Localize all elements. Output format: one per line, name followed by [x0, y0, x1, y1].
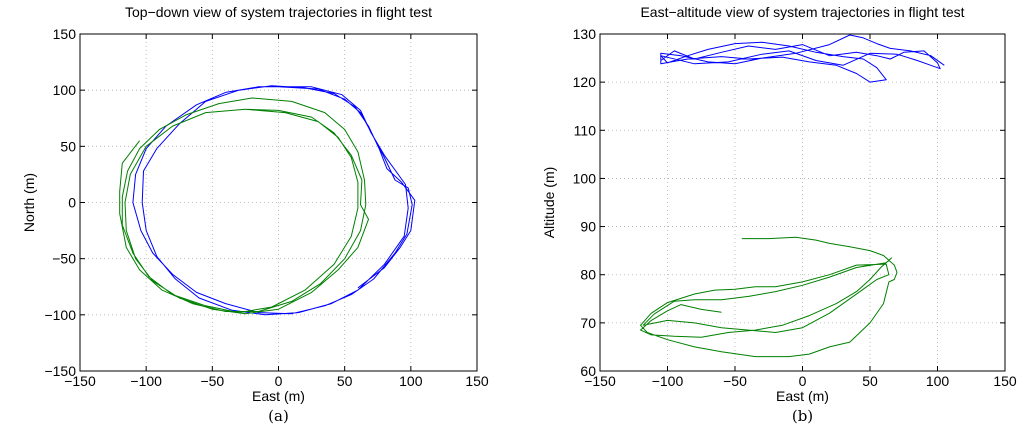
x-tick-label: −150 — [584, 373, 616, 389]
x-tick-label: 150 — [465, 373, 489, 389]
x-axis-label: East (m) — [776, 388, 829, 404]
series-line-2 — [640, 236, 898, 358]
series-line-2 — [119, 97, 369, 315]
x-axis-label: East (m) — [252, 388, 305, 404]
x-tick-label: 100 — [399, 373, 423, 389]
x-tick-label: −50 — [200, 373, 224, 389]
x-tick-label: −150 — [64, 373, 96, 389]
y-tick-label: 110 — [574, 122, 597, 138]
x-tick-label: −100 — [652, 373, 684, 389]
x-tick-label: 100 — [926, 373, 950, 389]
panel-caption: (a) — [268, 407, 289, 425]
y-tick-label: −50 — [52, 251, 76, 267]
y-tick-label: 100 — [53, 82, 77, 98]
y-tick-label: 130 — [573, 26, 597, 42]
y-tick-label: 150 — [53, 26, 77, 42]
chart-title: East−altitude view of system trajectorie… — [640, 4, 964, 20]
x-tick-label: 50 — [862, 373, 878, 389]
y-tick-label: 80 — [580, 267, 596, 283]
x-tick-label: 0 — [275, 373, 283, 389]
panel-a: −150 −100 −50 0 50 100 150 −150 −100 −50 0 50 100 150… — [21, 4, 489, 425]
y-tick-label: 60 — [580, 363, 596, 379]
panel-caption: (b) — [792, 407, 813, 425]
y-axis-label: North (m) — [21, 173, 37, 232]
y-tick-label: 0 — [68, 195, 76, 211]
chart-title: Top−down view of system trajectories in … — [125, 4, 432, 20]
y-axis-label: Altitude (m) — [541, 167, 557, 239]
series-line-1 — [660, 34, 945, 83]
y-tick-label: 50 — [60, 138, 76, 154]
y-tick-label: 100 — [573, 170, 597, 186]
y-tick-label: −150 — [44, 363, 76, 379]
y-tick-label: 70 — [580, 315, 596, 331]
x-tick-label: 0 — [799, 373, 807, 389]
x-tick-label: 50 — [337, 373, 353, 389]
x-tick-label: −100 — [130, 373, 162, 389]
y-tick-label: 90 — [580, 219, 596, 235]
y-tick-label: 120 — [573, 74, 597, 90]
panel-b: −150 −100 −50 0 50 100 150 60 70 80 90 100 110 120 130… — [541, 4, 1017, 425]
x-tick-label: −50 — [723, 373, 747, 389]
x-tick-label: 150 — [993, 373, 1017, 389]
series-line-1 — [132, 85, 416, 316]
y-tick-label: −100 — [44, 307, 76, 323]
